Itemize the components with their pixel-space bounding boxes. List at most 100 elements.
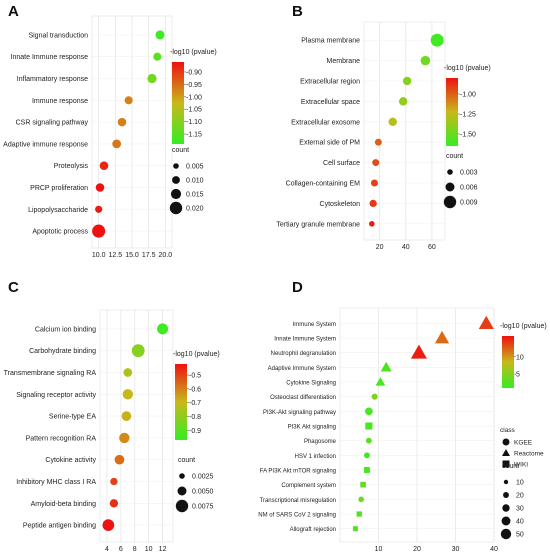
color-legend-title: -log10 (pvalue)	[444, 65, 491, 72]
panel-letter: B	[292, 3, 303, 20]
data-point	[112, 139, 122, 149]
panel-a: A Signal transduction Innate Immune respon…	[3, 3, 217, 259]
category-label: Serine-type EA	[49, 414, 96, 421]
data-point-triangle	[478, 315, 494, 330]
panel-c: C Calcium ion binding Carbohydrate binding…	[4, 279, 220, 553]
data-point	[402, 76, 412, 86]
size-legend-label: 0.003	[460, 170, 478, 177]
category-label: Innate Immune response	[11, 54, 89, 61]
x-tick-label: 20.0	[159, 252, 173, 259]
category-label: Signaling receptor activity	[16, 392, 96, 399]
category-label: NM of SARS CoV 2 signaling	[258, 513, 336, 519]
data-point	[364, 452, 370, 459]
class-legend-label: Reactome	[514, 451, 544, 458]
data-point-square	[352, 526, 358, 532]
size-legend-label: 50	[516, 532, 524, 539]
x-tick-label: 20	[413, 546, 421, 553]
category-label: Cytokine activity	[45, 457, 96, 464]
data-point-square	[364, 467, 370, 473]
data-point-triangle	[410, 344, 427, 359]
category-label: Peptide antigen binding	[23, 523, 96, 530]
data-point	[369, 199, 377, 208]
size-legend-label: 0.0075	[192, 504, 214, 511]
size-legend-circle	[443, 195, 457, 209]
category-label: Signal transduction	[28, 32, 88, 39]
color-bar-label: -1.25	[460, 112, 476, 119]
color-bar	[172, 62, 184, 144]
category-label: Extracellular exosome	[291, 119, 360, 126]
data-point	[157, 323, 169, 335]
x-tick-label: 20	[376, 244, 384, 251]
data-point	[371, 393, 378, 400]
color-bar-label: 5	[516, 372, 520, 379]
size-legend-circle	[447, 169, 453, 175]
size-legend-circle	[169, 201, 183, 215]
category-label: Carbohydrate binding	[29, 348, 96, 355]
category-label: Adaptive immune response	[3, 141, 88, 148]
color-bar	[175, 364, 187, 440]
data-point-triangle	[380, 361, 392, 372]
color-bar-label: -0.90	[186, 69, 202, 76]
category-label: Apoptotic process	[32, 229, 88, 236]
category-label: Collagen-containing EM	[286, 181, 360, 188]
color-bar-label: -0.5	[189, 373, 201, 380]
data-point	[420, 55, 431, 66]
class-legend-circle	[502, 438, 510, 446]
category-label: Extracellular region	[300, 79, 360, 86]
data-point	[122, 389, 133, 400]
color-bar-label: -1.15	[186, 132, 202, 139]
size-legend-title: count	[172, 147, 189, 154]
category-label: Adaptive Immune System	[268, 366, 336, 372]
category-label: Pattern recognition RA	[26, 435, 97, 442]
color-bar	[502, 336, 514, 388]
color-legend-title: -log10 (pvalue)	[500, 323, 547, 330]
size-legend-title: count	[178, 457, 195, 464]
category-label: PRCP proliferation	[30, 185, 88, 192]
size-legend-circle	[502, 504, 510, 512]
data-point	[398, 97, 408, 106]
category-label: Transcriptional misregulation	[260, 498, 336, 504]
data-point	[95, 205, 103, 213]
x-tick-label: 4	[105, 546, 109, 553]
color-bar-label: -0.8	[189, 414, 201, 421]
category-label: Transmembrane signaling RA	[4, 370, 97, 377]
panel-b: B Plasma membrane Membrane Extracellular re…	[276, 3, 490, 251]
data-point	[102, 519, 115, 531]
category-label: FA PI3K Akt mTOR signaling	[260, 469, 336, 475]
color-bar-label: 10	[516, 354, 524, 361]
x-tick-label: 60	[428, 244, 436, 251]
panel-letter: C	[8, 279, 19, 296]
category-label: Cytoskeleton	[320, 201, 361, 208]
category-label: Extracellular space	[301, 99, 360, 106]
size-legend-circle	[177, 486, 187, 496]
category-label: Complement system	[281, 483, 336, 489]
color-bar-label: -1.00	[186, 94, 202, 101]
data-point	[430, 33, 444, 47]
x-tick-label: 10	[375, 546, 383, 553]
category-label: Plasma membrane	[301, 38, 360, 45]
x-tick-label: 8	[133, 546, 137, 553]
color-bar-label: -0.95	[186, 82, 202, 89]
panel-d: D Immune System Innate Immune System Neutro…	[258, 279, 546, 553]
data-point	[114, 454, 125, 465]
class-legend-square	[502, 460, 510, 468]
color-legend-title: -log10 (pvalue)	[173, 351, 220, 358]
category-label: Innate Immune System	[274, 337, 336, 343]
category-label: Neutrophil degranulation	[271, 351, 336, 357]
color-bar-label: -0.6	[189, 386, 201, 393]
size-legend-label: 0.005	[186, 164, 204, 171]
class-legend-triangle	[502, 449, 510, 456]
data-point	[147, 73, 157, 84]
size-legend-label: 0.0050	[192, 489, 214, 496]
size-legend-label: 0.009	[460, 200, 478, 207]
class-legend-label: KGEE	[514, 440, 533, 447]
plot-area	[363, 21, 446, 241]
data-point	[370, 179, 378, 187]
x-tick-label: 10.0	[92, 252, 106, 259]
category-label: Immune response	[32, 98, 88, 105]
color-bar-label: -0.7	[189, 400, 201, 407]
category-label: Inhibitory MHC class I RA	[16, 479, 96, 486]
x-tick-label: 30	[452, 546, 460, 553]
data-point-square	[356, 511, 362, 517]
